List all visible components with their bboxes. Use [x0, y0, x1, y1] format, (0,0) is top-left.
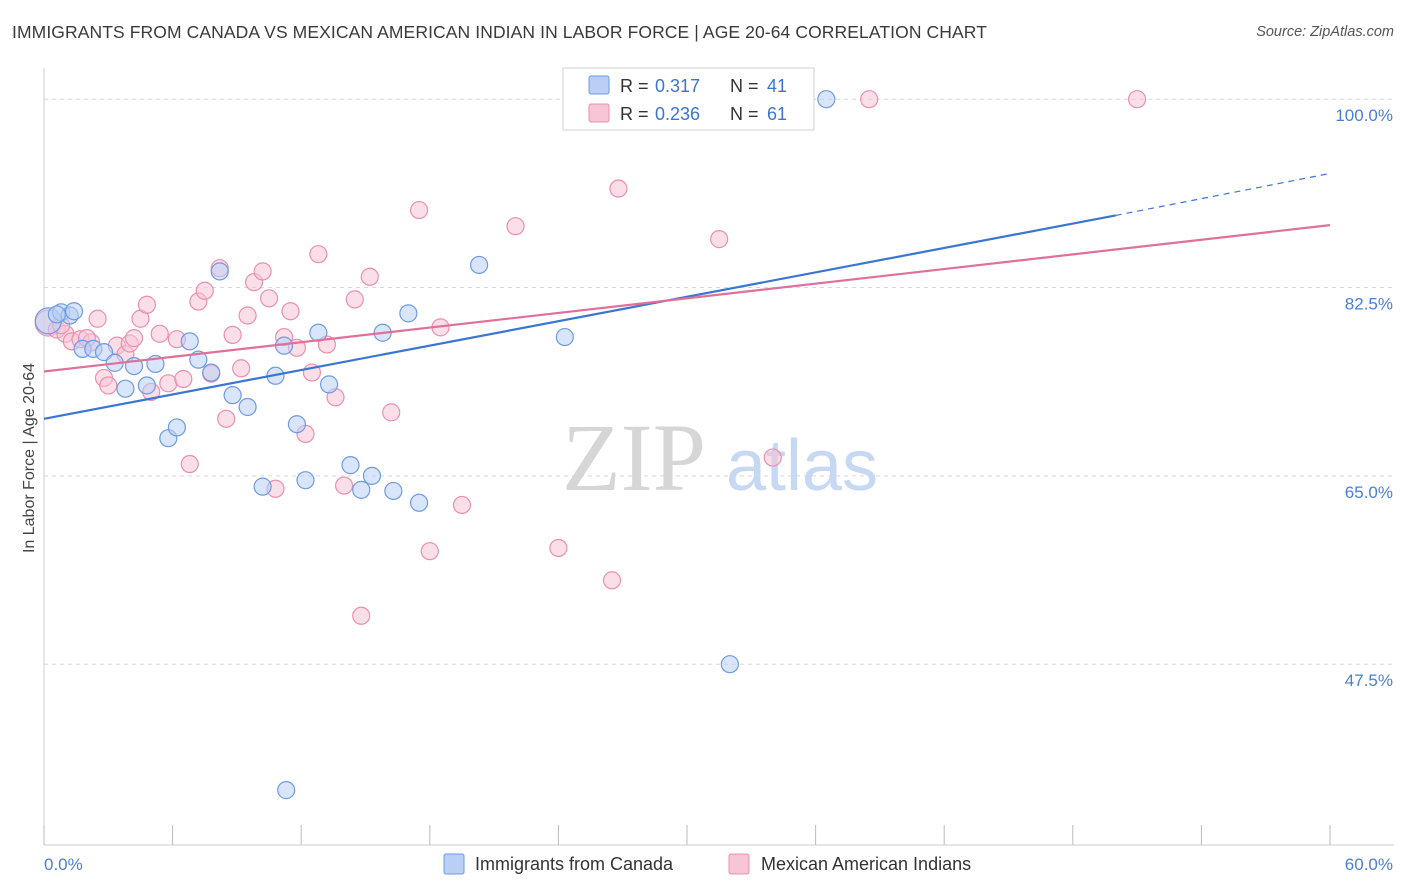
y-tick-labels: 47.5% 65.0% 82.5% 100.0% — [1335, 106, 1393, 690]
chart-title: IMMIGRANTS FROM CANADA VS MEXICAN AMERIC… — [12, 22, 987, 42]
y-tick-label: 47.5% — [1345, 671, 1393, 690]
legend-label-canada: Immigrants from Canada — [475, 854, 674, 874]
data-point — [352, 480, 371, 499]
data-point — [710, 230, 729, 249]
y-axis-label: In Labor Force | Age 20-64 — [21, 363, 38, 553]
legend-swatch-canada — [443, 853, 465, 875]
source-label: Source: ZipAtlas.com — [1256, 24, 1394, 40]
data-point — [99, 376, 118, 395]
data-point — [384, 481, 403, 501]
data-point — [452, 495, 472, 515]
data-point — [88, 309, 107, 328]
legend-swatch-mexican-american — [728, 853, 750, 875]
data-point — [232, 359, 251, 378]
data-point — [210, 262, 229, 281]
data-point — [253, 262, 272, 281]
y-tick-label: 65.0% — [1345, 483, 1393, 502]
data-point — [817, 90, 836, 109]
data-point — [341, 456, 360, 475]
data-point — [382, 403, 401, 422]
axes — [43, 68, 1394, 846]
data-point — [174, 369, 193, 389]
stats-r-value-blue: 0.317 — [655, 76, 700, 96]
series-legend: Immigrants from Canada Mexican American … — [443, 853, 971, 875]
data-point — [180, 454, 199, 474]
data-point — [469, 255, 489, 275]
data-point — [238, 397, 257, 417]
data-point — [180, 332, 199, 351]
data-point — [1127, 90, 1147, 109]
data-point — [420, 542, 439, 561]
stats-r-value-pink: 0.236 — [655, 104, 700, 124]
data-point — [287, 415, 307, 434]
data-point — [253, 477, 272, 496]
stats-n-value-blue: 41 — [767, 76, 787, 96]
watermark-zip: ZIP — [562, 404, 706, 511]
x-tick-label: 60.0% — [1345, 855, 1393, 874]
data-point — [506, 217, 525, 236]
x-tick-labels: 0.0% 60.0% — [44, 855, 1393, 874]
y-tick-label: 82.5% — [1345, 295, 1393, 314]
series-immigrants-from-canada — [34, 90, 836, 800]
data-point — [720, 655, 739, 674]
data-point — [281, 302, 300, 321]
data-point — [409, 200, 429, 220]
stats-n-label-pink: N = — [730, 104, 759, 124]
data-point — [202, 363, 221, 382]
data-point — [167, 418, 186, 437]
data-point — [549, 538, 568, 558]
trend-extension-canada — [1115, 172, 1331, 217]
stats-r-label-pink: R = — [620, 104, 649, 124]
trend-lines — [43, 172, 1331, 420]
data-point — [195, 281, 214, 300]
trend-line-mexican-american — [43, 224, 1331, 373]
data-point — [47, 305, 66, 324]
legend-swatch-blue — [588, 75, 610, 95]
data-point — [763, 448, 782, 467]
data-point — [860, 90, 879, 109]
stats-legend: R = 0.317 N = 41 R = 0.236 N = 61 — [562, 67, 815, 131]
data-point — [602, 571, 622, 590]
data-point — [319, 375, 339, 394]
data-point — [259, 289, 279, 308]
trend-line-canada — [43, 214, 1116, 420]
data-point — [345, 290, 364, 309]
data-point — [223, 386, 242, 405]
data-point — [360, 267, 379, 286]
data-point — [150, 324, 169, 343]
data-point — [137, 295, 156, 314]
gridlines — [44, 98, 1394, 665]
data-point — [159, 374, 178, 393]
data-point — [296, 471, 315, 490]
data-point — [609, 179, 628, 198]
y-tick-label: 100.0% — [1335, 106, 1393, 125]
data-point — [362, 466, 382, 485]
stats-r-label-blue: R = — [620, 76, 649, 96]
data-point — [399, 304, 418, 323]
data-point — [137, 376, 156, 395]
data-point — [409, 493, 429, 512]
data-point — [94, 343, 114, 362]
data-point — [64, 302, 84, 321]
data-point — [555, 327, 574, 347]
x-tick-label: 0.0% — [44, 855, 83, 874]
watermark-atlas: atlas — [726, 426, 878, 506]
data-point — [223, 325, 242, 344]
data-point — [352, 606, 371, 625]
data-point — [309, 245, 328, 264]
stats-n-value-pink: 61 — [767, 104, 787, 124]
data-point — [116, 379, 135, 398]
data-point — [277, 781, 296, 800]
data-point — [217, 409, 236, 428]
legend-label-mexican-american: Mexican American Indians — [761, 854, 971, 874]
data-point — [334, 476, 354, 495]
watermark: ZIP atlas — [562, 404, 878, 511]
data-point — [124, 329, 144, 348]
legend-swatch-pink — [588, 103, 610, 123]
stats-n-label-blue: N = — [730, 76, 759, 96]
data-point — [238, 306, 257, 325]
